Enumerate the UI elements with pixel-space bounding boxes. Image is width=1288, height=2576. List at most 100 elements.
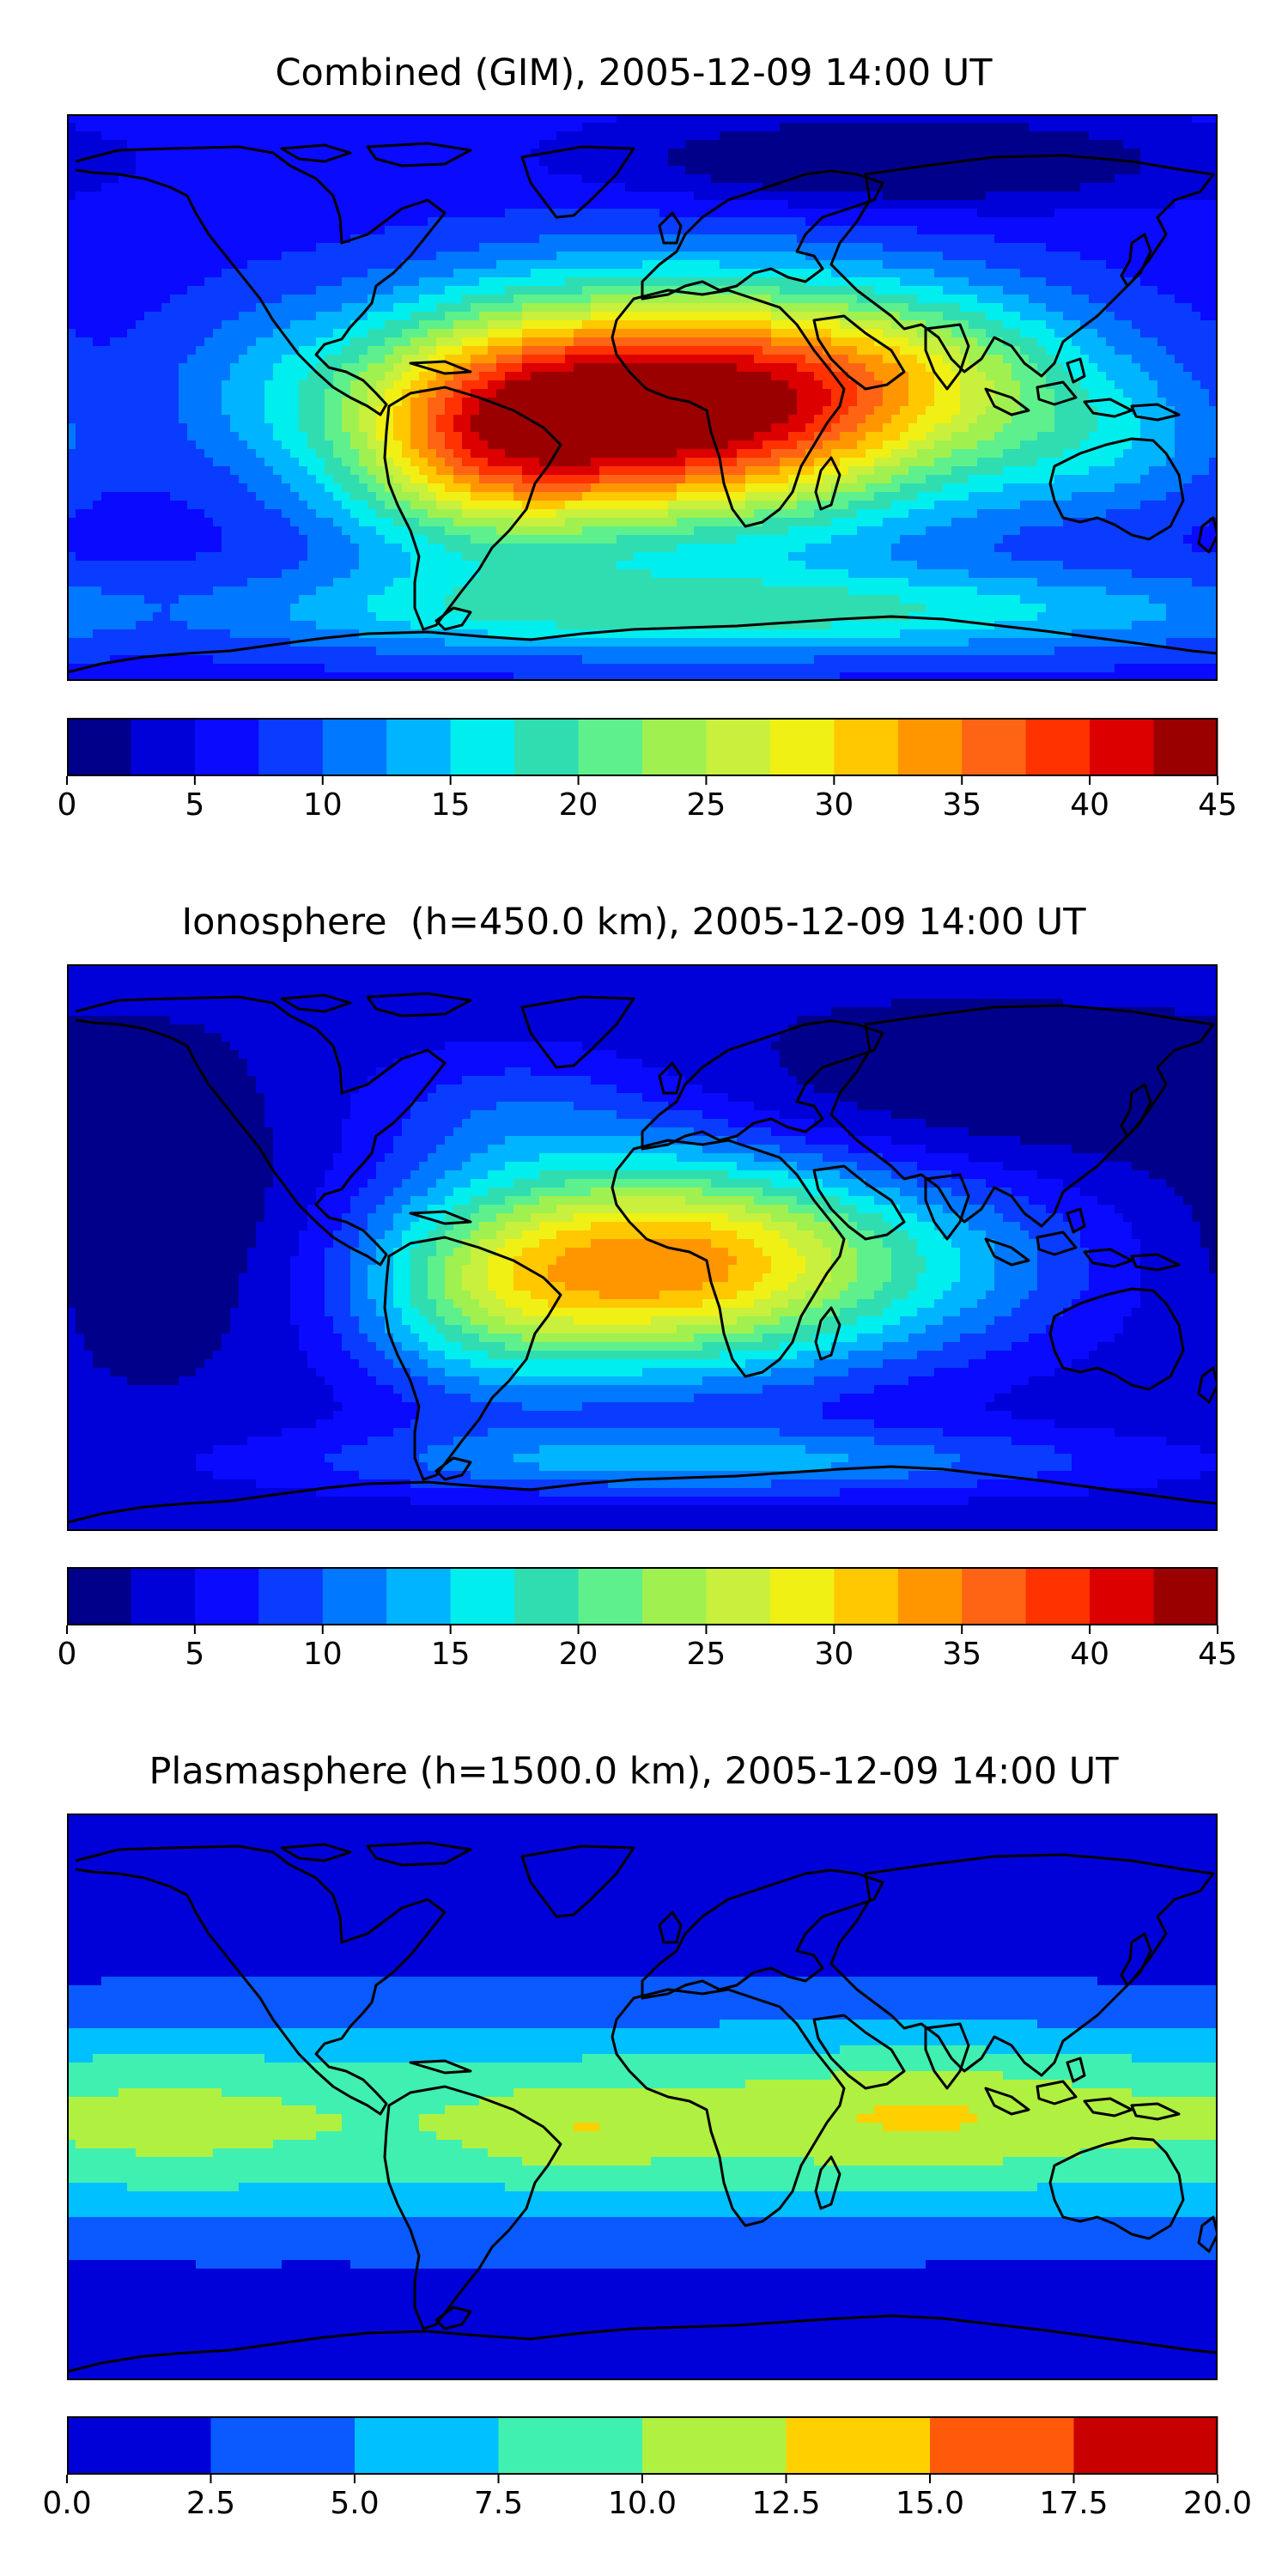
contour-cell bbox=[496, 346, 506, 355]
contour-cell bbox=[780, 217, 789, 227]
contour-cell bbox=[737, 157, 746, 167]
contour-cell bbox=[170, 355, 179, 364]
contour-cell bbox=[797, 337, 806, 347]
contour-cell bbox=[342, 166, 351, 175]
contour-cell bbox=[1106, 140, 1115, 149]
contour-cell bbox=[702, 320, 712, 330]
contour-cell bbox=[299, 286, 308, 295]
contour-cell bbox=[325, 406, 334, 416]
contour-cell bbox=[685, 269, 695, 278]
contour-cell bbox=[823, 269, 832, 278]
contour-cell bbox=[299, 243, 308, 252]
contour-cell bbox=[969, 363, 978, 373]
contour-cell bbox=[1209, 234, 1218, 244]
contour-cell bbox=[496, 329, 506, 338]
contour-cell bbox=[290, 234, 300, 244]
contour-cell bbox=[213, 174, 222, 184]
contour-cell bbox=[1012, 406, 1021, 416]
contour-cell bbox=[273, 432, 283, 441]
contour-cell bbox=[282, 191, 291, 201]
contour-cell bbox=[702, 372, 712, 381]
contour-cell bbox=[239, 260, 248, 270]
contour-cell bbox=[513, 329, 523, 338]
contour-cell bbox=[1175, 123, 1184, 132]
contour-cell bbox=[625, 166, 635, 175]
contour-cell bbox=[788, 149, 798, 158]
contour-cell bbox=[1020, 398, 1030, 407]
contour-cell bbox=[1157, 226, 1167, 235]
contour-cell bbox=[797, 191, 806, 201]
contour-cell bbox=[376, 398, 386, 407]
contour-cell bbox=[539, 166, 549, 175]
contour-cell bbox=[1003, 226, 1012, 235]
contour-cell bbox=[642, 174, 652, 184]
contour-cell bbox=[471, 200, 480, 210]
contour-cell bbox=[745, 380, 755, 390]
contour-cell bbox=[599, 380, 609, 390]
contour-cell bbox=[230, 312, 240, 321]
contour-cell bbox=[76, 174, 85, 184]
contour-cell bbox=[1106, 329, 1115, 338]
contour-cell bbox=[659, 114, 669, 124]
contour-cell bbox=[1097, 355, 1107, 364]
contour-cell bbox=[539, 269, 549, 278]
contour-cell bbox=[385, 131, 394, 141]
contour-cell bbox=[213, 380, 222, 390]
contour-cell bbox=[642, 423, 652, 433]
contour-cell bbox=[213, 346, 222, 355]
contour-cell bbox=[1080, 217, 1090, 227]
contour-cell bbox=[994, 277, 1004, 287]
contour-cell bbox=[780, 380, 789, 390]
contour-cell bbox=[694, 295, 703, 304]
contour-cell bbox=[350, 174, 360, 184]
contour-cell bbox=[204, 200, 214, 210]
contour-cell bbox=[187, 406, 197, 416]
contour-cell bbox=[831, 260, 841, 270]
contour-cell bbox=[402, 191, 411, 201]
contour-cell bbox=[204, 217, 214, 227]
contour-cell bbox=[1054, 380, 1064, 390]
contour-cell bbox=[659, 157, 669, 167]
contour-cell bbox=[342, 140, 351, 149]
contour-cell bbox=[136, 372, 145, 381]
contour-cell bbox=[1072, 114, 1081, 124]
contour-cell bbox=[153, 423, 162, 433]
contour-cell bbox=[883, 286, 892, 295]
contour-cell bbox=[874, 269, 884, 278]
contour-cell bbox=[548, 140, 557, 149]
contour-cell bbox=[917, 243, 927, 252]
contour-cell bbox=[1046, 260, 1055, 270]
contour-cell bbox=[179, 329, 188, 338]
contour-cell bbox=[67, 183, 76, 192]
contour-cell bbox=[1140, 123, 1150, 132]
contour-cell bbox=[1089, 200, 1098, 210]
contour-cell bbox=[290, 295, 300, 304]
contour-cell bbox=[857, 346, 866, 355]
contour-cell bbox=[513, 363, 523, 373]
contour-cell bbox=[84, 286, 94, 295]
contour-cell bbox=[76, 320, 85, 330]
contour-cell bbox=[891, 363, 901, 373]
contour-cell bbox=[230, 277, 240, 287]
contour-cell bbox=[256, 320, 265, 330]
contour-cell bbox=[1157, 389, 1167, 398]
contour-cell bbox=[359, 131, 368, 141]
contour-cell bbox=[591, 355, 600, 364]
contour-cell bbox=[848, 234, 858, 244]
contour-cell bbox=[582, 166, 592, 175]
contour-cell bbox=[1080, 423, 1090, 433]
contour-cell bbox=[823, 123, 832, 132]
contour-cell bbox=[307, 131, 317, 141]
contour-cell bbox=[479, 320, 489, 330]
contour-cell bbox=[762, 415, 772, 424]
contour-cell bbox=[385, 226, 394, 235]
contour-cell bbox=[1037, 312, 1047, 321]
contour-cell bbox=[264, 363, 274, 373]
contour-cell bbox=[299, 295, 308, 304]
contour-cell bbox=[668, 174, 677, 184]
contour-cell bbox=[385, 243, 394, 252]
contour-cell bbox=[299, 423, 308, 433]
contour-cell bbox=[307, 140, 317, 149]
contour-cell bbox=[857, 226, 866, 235]
contour-cell bbox=[282, 389, 291, 398]
